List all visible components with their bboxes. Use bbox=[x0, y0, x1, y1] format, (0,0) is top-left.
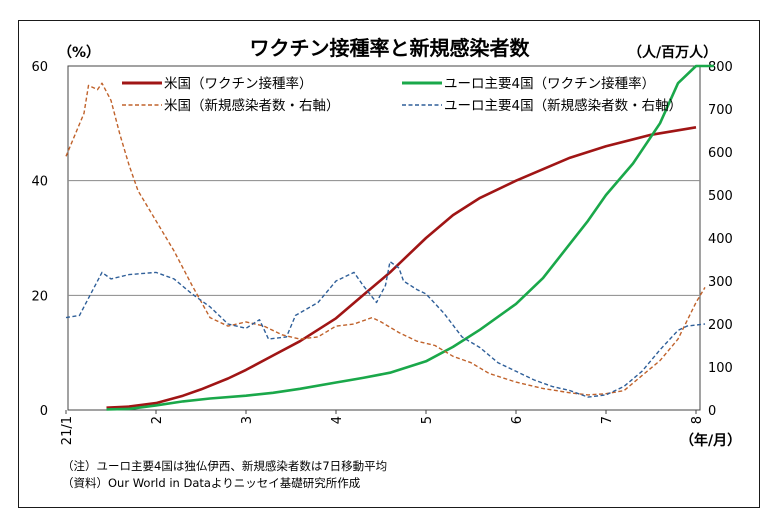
y-left-tick-label: 20 bbox=[31, 289, 48, 304]
x-tick-label: 8 bbox=[690, 416, 705, 424]
legend-label-0: 米国（ワクチン接種率） bbox=[164, 75, 313, 92]
left-axis-unit: （%） bbox=[58, 45, 101, 61]
y-right-tick-label: 400 bbox=[708, 232, 733, 247]
x-tick-label: 6 bbox=[510, 416, 525, 424]
series-line-2 bbox=[65, 82, 706, 396]
legend-label-1: ユーロ主要4国（ワクチン接種率） bbox=[444, 75, 655, 92]
x-tick-label: 7 bbox=[600, 416, 615, 424]
y-left-tick-label: 40 bbox=[31, 175, 48, 190]
y-left-tick-label: 60 bbox=[31, 60, 48, 75]
x-tick-label: 4 bbox=[330, 416, 345, 424]
y-right-tick-label: 100 bbox=[708, 361, 733, 376]
plot-area bbox=[67, 65, 701, 411]
y-right-tick-label: 700 bbox=[708, 103, 733, 118]
x-tick-label: 5 bbox=[420, 416, 435, 424]
y-right-tick-label: 200 bbox=[708, 318, 733, 333]
series-line-1 bbox=[106, 64, 714, 411]
y-right-tick-label: 600 bbox=[708, 146, 733, 161]
series-line-3 bbox=[65, 260, 706, 398]
x-tick-label: 21/1 bbox=[60, 416, 75, 445]
x-axis-unit: （年/月） bbox=[680, 433, 742, 449]
series-line-0 bbox=[106, 126, 697, 409]
chart-title: ワクチン接種率と新規感染者数 bbox=[249, 36, 530, 60]
y-right-tick-label: 500 bbox=[708, 189, 733, 204]
y-right-tick-label: 800 bbox=[708, 60, 733, 75]
x-tick-label: 2 bbox=[150, 416, 165, 424]
chart-frame bbox=[18, 20, 760, 508]
legend-label-3: ユーロ主要4国（新規感染者数・右軸） bbox=[444, 97, 682, 114]
legend-label-2: 米国（新規感染者数・右軸） bbox=[164, 97, 340, 114]
x-tick-label: 3 bbox=[240, 416, 255, 424]
y-right-tick-label: 0 bbox=[708, 404, 716, 419]
y-left-tick-label: 0 bbox=[40, 404, 48, 419]
note-1: （注）ユーロ主要4国は独仏伊西、新規感染者数は7日移動平均 bbox=[62, 459, 388, 473]
right-axis-unit: （人/百万人） bbox=[628, 45, 718, 61]
y-right-tick-label: 300 bbox=[708, 275, 733, 290]
note-2: （資料）Our World in Dataよりニッセイ基礎研究所作成 bbox=[62, 476, 361, 490]
